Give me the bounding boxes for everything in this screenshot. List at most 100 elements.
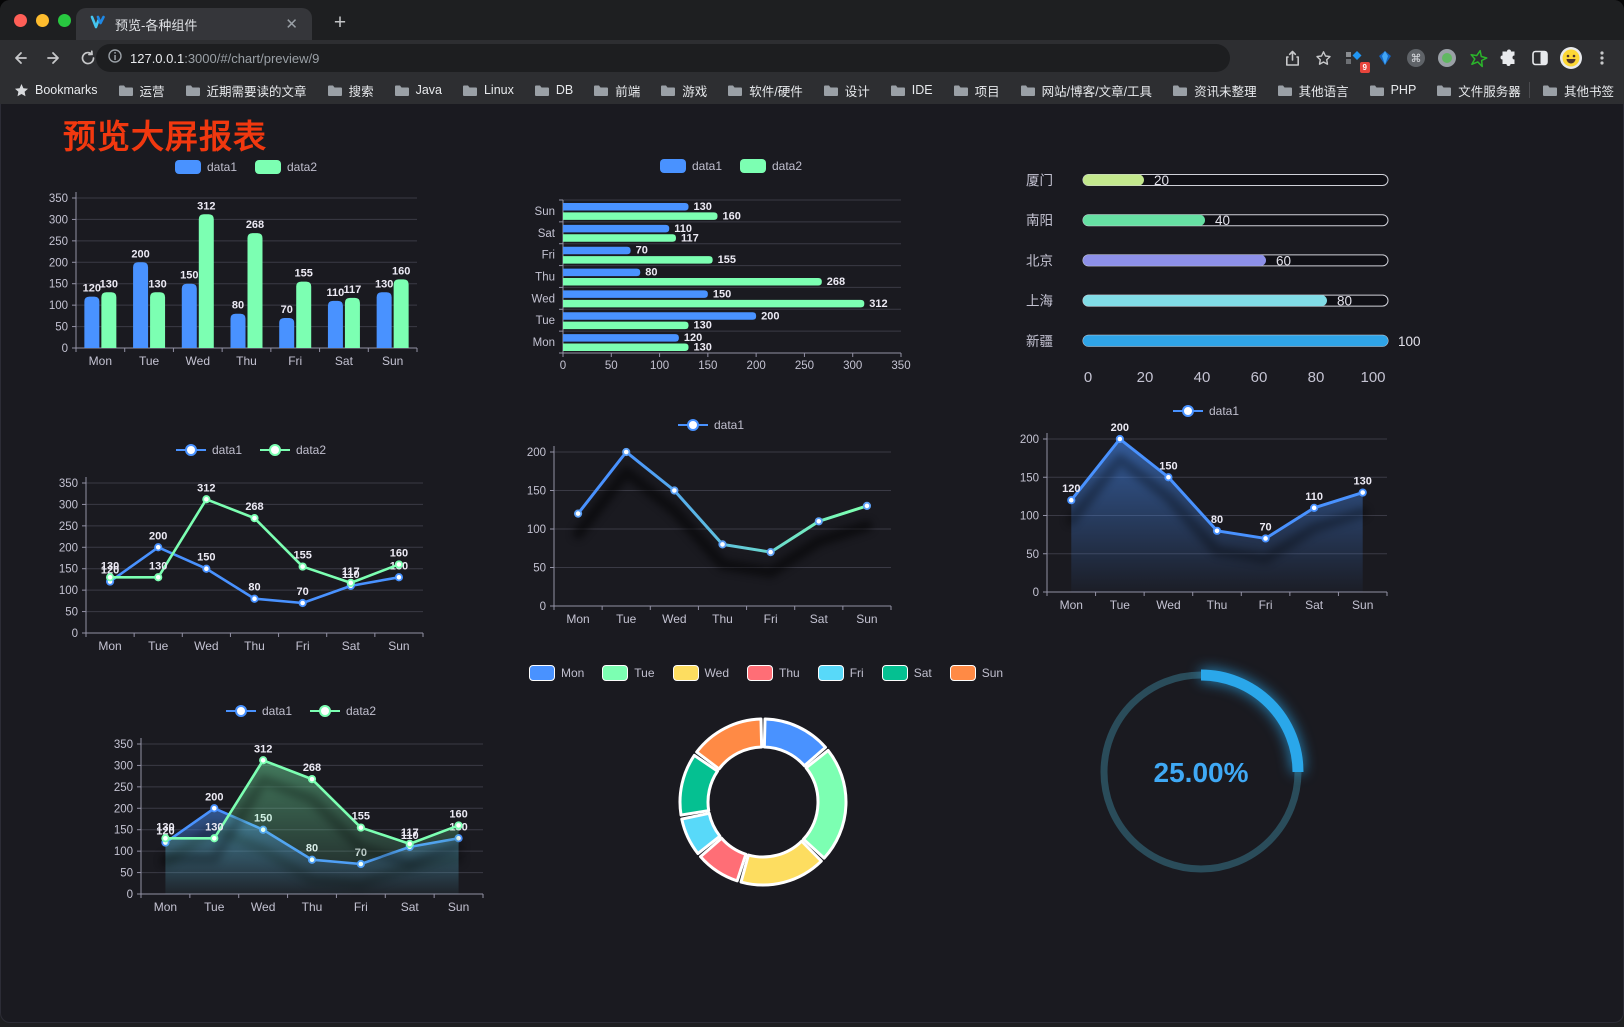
svg-text:Wed: Wed xyxy=(186,354,210,368)
svg-text:100: 100 xyxy=(114,846,133,858)
svg-text:Sun: Sun xyxy=(1352,598,1373,612)
gradient-line-chart: 0 50 100 150 200 Mon Tue Wed Thu Fri Sat Sun xyxy=(527,446,892,626)
svg-text:200: 200 xyxy=(114,803,133,815)
bookmark-folder[interactable]: 搜索 xyxy=(327,81,374,100)
folder-icon xyxy=(661,85,676,96)
svg-text:150: 150 xyxy=(49,279,68,291)
svg-text:50: 50 xyxy=(1026,549,1039,561)
legend-multi-line: data1 data2 xyxy=(46,443,456,457)
bookmark-folder[interactable]: 项目 xyxy=(953,81,1000,100)
bookmark-folder[interactable]: 资讯未整理 xyxy=(1172,81,1257,100)
address-bar[interactable]: 127.0.0.1:3000/#/chart/preview/9 xyxy=(96,44,1230,72)
extensions-puzzle-icon[interactable] xyxy=(1497,46,1521,70)
legend-line-marker xyxy=(225,705,256,717)
legend-item-data1[interactable]: data1 xyxy=(1172,404,1239,418)
folder-icon xyxy=(1542,85,1557,96)
gem-extension-icon[interactable] xyxy=(1373,46,1397,70)
bookmarks-overflow-chevron[interactable]: » xyxy=(1509,82,1517,98)
legend-gradient-line: data1 xyxy=(511,418,911,432)
legend-item-data1[interactable]: data1 xyxy=(659,159,722,173)
legend-item-data2[interactable]: data2 xyxy=(310,704,376,718)
browser-tab[interactable]: 预览-各种组件 ✕ xyxy=(76,8,312,40)
folder-icon xyxy=(953,85,968,96)
folder-icon xyxy=(823,85,838,96)
legend-line-marker xyxy=(260,444,290,456)
bookmark-folder[interactable]: Java xyxy=(394,83,442,97)
sidebar-toggle-icon[interactable] xyxy=(1528,46,1552,70)
svg-text:300: 300 xyxy=(59,499,78,511)
svg-text:Wed: Wed xyxy=(662,612,686,626)
svg-text:155: 155 xyxy=(352,811,370,823)
legend-item-Fri[interactable]: Fri xyxy=(817,665,864,681)
legend-item-data1[interactable]: data1 xyxy=(174,160,237,174)
svg-text:20: 20 xyxy=(1137,369,1154,386)
svg-text:⌘: ⌘ xyxy=(1411,53,1422,65)
bookmark-folder[interactable]: 软件/硬件 xyxy=(727,81,803,100)
svg-text:130: 130 xyxy=(100,278,118,290)
window-zoom-button[interactable] xyxy=(58,14,71,27)
svg-text:130: 130 xyxy=(694,201,712,213)
page-title: 预览大屏报表 xyxy=(63,118,267,155)
other-bookmarks-folder[interactable]: 其他书签 xyxy=(1542,81,1614,100)
legend-item-Sat[interactable]: Sat xyxy=(881,665,932,681)
profile-avatar[interactable] xyxy=(1559,46,1583,70)
bookmark-folder[interactable]: 网站/博客/文章/工具 xyxy=(1020,81,1152,100)
svg-text:200: 200 xyxy=(747,360,766,372)
svg-text:150: 150 xyxy=(698,360,717,372)
svg-text:100: 100 xyxy=(49,300,68,312)
svg-text:130: 130 xyxy=(148,278,166,290)
bookmark-folder[interactable]: 近期需要读的文章 xyxy=(185,81,307,100)
legend-item-Mon[interactable]: Mon xyxy=(528,665,584,681)
command-extension-icon[interactable]: ⌘ xyxy=(1404,46,1428,70)
forward-button[interactable] xyxy=(40,44,68,72)
bookmark-folder[interactable]: 其他语言 xyxy=(1277,81,1349,100)
green-dot-extension-icon[interactable] xyxy=(1435,46,1459,70)
legend-item-data2[interactable]: data2 xyxy=(740,159,802,173)
svg-text:130: 130 xyxy=(205,821,223,833)
bookmarks-manager[interactable]: Bookmarks xyxy=(14,83,98,98)
site-info-icon[interactable] xyxy=(108,48,122,68)
svg-text:Sat: Sat xyxy=(335,354,354,368)
bookmark-star-icon[interactable] xyxy=(1311,46,1335,70)
legend-item-data2[interactable]: data2 xyxy=(255,160,317,174)
legend-item-Thu[interactable]: Thu xyxy=(747,665,800,681)
legend-item-data2[interactable]: data2 xyxy=(260,443,326,457)
window-minimize-button[interactable] xyxy=(36,14,49,27)
bookmark-folder[interactable]: 文件服务器 xyxy=(1436,81,1521,100)
extension-grid-icon[interactable]: 9 xyxy=(1342,46,1370,73)
bookmark-folder[interactable]: DB xyxy=(534,83,573,97)
folder-icon xyxy=(462,85,477,96)
svg-text:南阳: 南阳 xyxy=(1026,213,1053,228)
back-button[interactable] xyxy=(6,44,34,72)
legend-item-data1[interactable]: data1 xyxy=(225,704,292,718)
bookmark-folder[interactable]: 运营 xyxy=(118,81,165,100)
bookmark-folder[interactable]: 设计 xyxy=(823,81,870,100)
legend-item-Wed[interactable]: Wed xyxy=(672,665,729,681)
browser-menu-icon[interactable] xyxy=(1590,46,1614,70)
bookmark-folder[interactable]: PHP xyxy=(1369,83,1416,97)
folder-icon xyxy=(1437,85,1452,96)
legend-label: data2 xyxy=(772,159,803,173)
svg-text:Tue: Tue xyxy=(536,315,555,327)
new-tab-button[interactable]: + xyxy=(333,11,347,34)
bookmark-folder[interactable]: 前端 xyxy=(593,81,640,100)
reload-button[interactable] xyxy=(74,44,102,72)
bookmark-folder[interactable]: Linux xyxy=(462,83,514,97)
green-star-extension-icon[interactable] xyxy=(1466,46,1490,70)
legend-label: data1 xyxy=(691,159,722,173)
legend-item-Tue[interactable]: Tue xyxy=(602,665,655,681)
tab-favicon-icon xyxy=(90,14,106,35)
bookmark-folder[interactable]: IDE xyxy=(890,83,933,97)
bookmark-folder[interactable]: 游戏 xyxy=(660,81,707,100)
legend-item-Sun[interactable]: Sun xyxy=(949,665,1003,681)
svg-text:50: 50 xyxy=(120,868,133,880)
share-icon[interactable] xyxy=(1280,46,1304,70)
tab-close-icon[interactable]: ✕ xyxy=(285,16,298,33)
legend-item-data1[interactable]: data1 xyxy=(175,443,242,457)
legend-item-data1[interactable]: data1 xyxy=(677,418,744,432)
svg-text:Wed: Wed xyxy=(251,900,275,914)
svg-text:250: 250 xyxy=(795,360,814,372)
svg-text:0: 0 xyxy=(72,628,78,640)
svg-text:80: 80 xyxy=(248,582,260,594)
window-close-button[interactable] xyxy=(14,14,27,27)
